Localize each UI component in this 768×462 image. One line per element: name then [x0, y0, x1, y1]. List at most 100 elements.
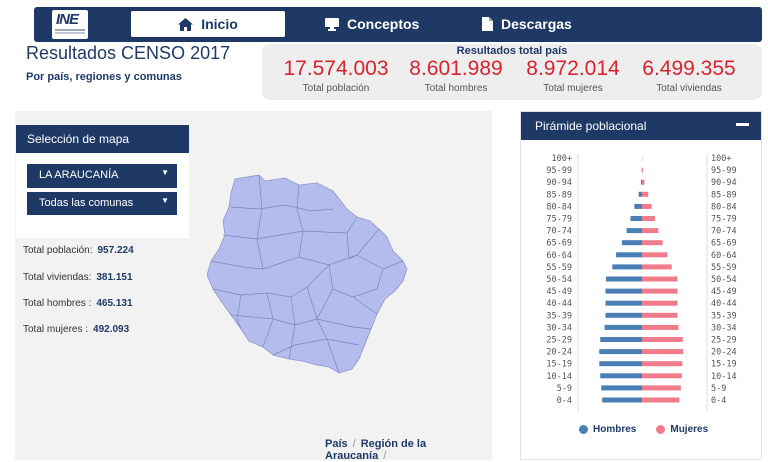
- stat-total-hombres: 8.601.989 Total hombres: [404, 57, 508, 94]
- bar-mujeres: [642, 385, 681, 390]
- bar-mujeres: [642, 264, 672, 269]
- region-outline[interactable]: [207, 175, 407, 373]
- monitor-icon: [325, 18, 339, 31]
- logo-subtext-lines: [55, 29, 85, 31]
- age-tick-label-left: 80-84: [546, 202, 572, 212]
- age-tick-label-left: 75-79: [546, 215, 572, 225]
- commune-select[interactable]: Todas las comunas ▼: [27, 191, 177, 215]
- bar-mujeres: [642, 337, 683, 342]
- region-select-value: LA ARAUCANÍA: [39, 169, 118, 181]
- home-icon: [178, 18, 193, 31]
- age-tick-label-right: 60-64: [711, 251, 737, 261]
- age-tick-label-left: 50-54: [546, 275, 572, 285]
- bar-mujeres: [642, 301, 678, 306]
- bar-mujeres: [642, 240, 663, 245]
- breadcrumb-pais[interactable]: País: [325, 438, 348, 450]
- bar-mujeres: [642, 180, 644, 185]
- age-tick-label-right: 70-74: [711, 227, 737, 237]
- totals-title: Resultados total país: [262, 45, 762, 57]
- age-tick-label-left: 100+: [552, 154, 572, 164]
- age-tick-label-left: 25-29: [546, 336, 572, 346]
- region-stat-label: Total hombres :: [23, 298, 91, 309]
- bar-hombres: [605, 325, 642, 330]
- tab-descargas[interactable]: Descargas: [482, 11, 572, 37]
- bar-hombres: [599, 349, 642, 354]
- age-tick-label-left: 0-4: [557, 396, 572, 406]
- age-tick-label-right: 85-89: [711, 190, 737, 200]
- age-tick-label-right: 80-84: [711, 202, 737, 212]
- legend-item-mujeres[interactable]: Mujeres: [656, 424, 708, 435]
- breadcrumb-separator: /: [383, 450, 386, 462]
- stat-label: Total viviendas: [630, 83, 748, 94]
- bar-mujeres: [642, 398, 679, 403]
- page-title: Resultados CENSO 2017: [26, 43, 230, 64]
- stat-value: 8.601.989: [404, 57, 508, 81]
- age-tick-label-left: 15-19: [546, 360, 572, 370]
- bar-mujeres: [642, 361, 682, 366]
- bar-hombres: [602, 398, 642, 403]
- legend-item-hombres[interactable]: Hombres: [579, 424, 636, 435]
- stat-label: Total mujeres: [521, 83, 625, 94]
- top-nav-bar: INE Inicio Conceptos Descargas: [34, 7, 762, 42]
- breadcrumb-separator: /: [353, 438, 356, 450]
- tab-inicio[interactable]: Inicio: [131, 11, 285, 37]
- pyramid-header: Pirámide poblacional: [521, 112, 761, 140]
- pyramid-legend: Hombres Mujeres: [579, 424, 728, 435]
- age-tick-label-right: 55-59: [711, 263, 737, 273]
- stat-value: 8.972.014: [521, 57, 625, 81]
- logo-mark: INE: [56, 11, 78, 28]
- bar-hombres: [600, 337, 642, 342]
- age-tick-label-right: 95-99: [711, 166, 737, 176]
- bar-mujeres: [642, 277, 678, 282]
- collapse-icon[interactable]: [736, 123, 749, 126]
- chevron-down-icon: ▼: [161, 196, 169, 205]
- bar-hombres: [630, 216, 642, 221]
- age-tick-label-right: 25-29: [711, 336, 737, 346]
- file-icon: [482, 17, 493, 31]
- breadcrumb: País/Región de la Araucanía/: [325, 438, 492, 462]
- age-tick-label-left: 65-69: [546, 239, 572, 249]
- age-tick-label-right: 30-34: [711, 323, 737, 333]
- bar-hombres: [600, 373, 642, 378]
- age-tick-label-left: 55-59: [546, 263, 572, 273]
- bar-hombres: [606, 289, 642, 294]
- tab-conceptos-label: Conceptos: [347, 16, 419, 32]
- bar-hombres: [616, 252, 642, 257]
- age-tick-label-left: 45-49: [546, 287, 572, 297]
- region-map[interactable]: [207, 169, 427, 379]
- region-stat-value: 465.131: [96, 298, 132, 309]
- map-panel: Selección de mapa LA ARAUCANÍA ▼ Todas l…: [15, 111, 492, 460]
- age-tick-label-left: 85-89: [546, 190, 572, 200]
- age-tick-label-right: 100+: [711, 154, 731, 164]
- bar-hombres: [601, 385, 642, 390]
- stat-value: 17.574.003: [280, 57, 392, 81]
- chevron-down-icon: ▼: [161, 168, 169, 177]
- bar-mujeres: [642, 313, 678, 318]
- region-select[interactable]: LA ARAUCANÍA ▼: [27, 164, 177, 188]
- legend-dot-icon: [579, 425, 588, 434]
- bar-hombres: [612, 264, 642, 269]
- bar-hombres: [606, 301, 642, 306]
- region-stat-value: 381.151: [96, 272, 132, 283]
- bar-hombres: [641, 180, 642, 185]
- tab-conceptos[interactable]: Conceptos: [325, 11, 419, 37]
- stat-total-mujeres: 8.972.014 Total mujeres: [521, 57, 625, 94]
- tab-descargas-label: Descargas: [501, 16, 572, 32]
- map-selection-header: Selección de mapa: [16, 125, 189, 153]
- stat-label: Total hombres: [404, 83, 508, 94]
- bar-hombres: [634, 204, 642, 209]
- ine-logo[interactable]: INE: [52, 10, 88, 39]
- bar-mujeres: [642, 228, 658, 233]
- bar-mujeres: [642, 252, 667, 257]
- age-tick-label-left: 40-44: [546, 299, 572, 309]
- bar-hombres: [606, 277, 642, 282]
- bar-hombres: [622, 240, 642, 245]
- pyramid-panel: Pirámide poblacional 100+ 100+ 95-99 95-99 9…: [520, 111, 762, 460]
- legend-label: Mujeres: [670, 424, 708, 435]
- age-tick-label-right: 90-94: [711, 178, 737, 188]
- age-tick-label-left: 95-99: [546, 166, 572, 176]
- region-stat-viviendas: Total viviendas:381.151: [23, 272, 133, 283]
- age-tick-label-right: 50-54: [711, 275, 737, 285]
- pyramid-title: Pirámide poblacional: [535, 119, 646, 133]
